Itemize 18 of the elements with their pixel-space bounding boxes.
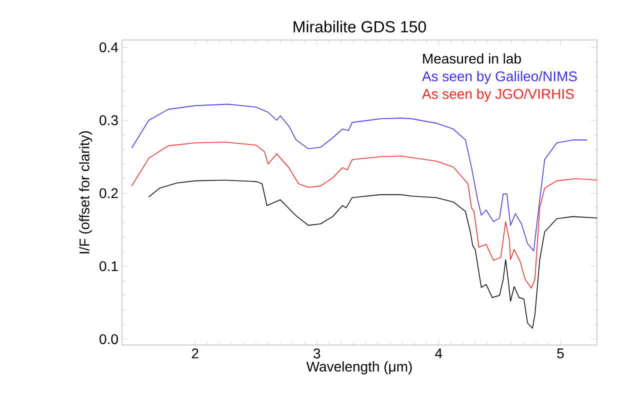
text: Measured in lab [423,53,521,64]
x-tick-label: 2 [192,348,198,358]
line-series [131,104,588,252]
x-axis-title: Wavelength (μm) [306,361,412,374]
chart-title: Mirabilite GDS 150 [294,20,426,32]
text: As seen by JGO/VIRHIS [422,88,574,102]
y-tick-label: 0.4 [100,42,118,52]
y-axis-title: I/F (offset for clarity) [79,131,92,254]
line-series [131,142,598,288]
y-tick-label: 0.3 [100,115,118,126]
y-tick-label: 0.1 [100,261,118,272]
text: As seen by Galileo/NIMS [422,70,577,84]
x-tick-label: 3 [314,348,320,358]
line-series [148,180,598,329]
y-tick-label: 0.2 [100,188,118,198]
y-tick-label: 0.0 [100,334,118,344]
x-tick-label: 5 [557,348,564,358]
x-tick-label: 4 [435,348,442,358]
